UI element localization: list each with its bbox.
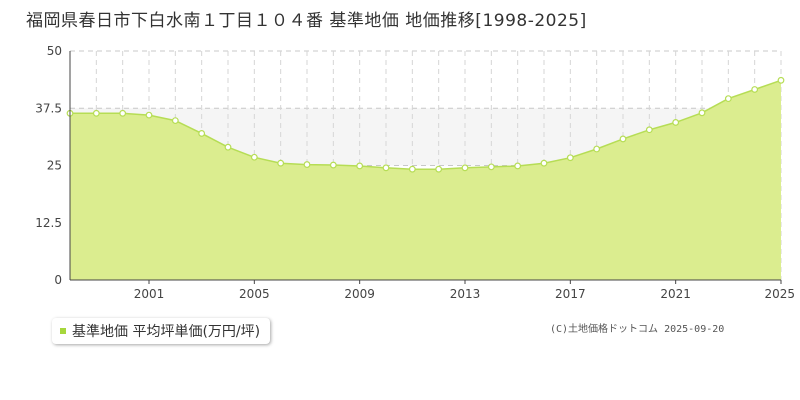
data-point — [672, 119, 680, 126]
y-tick-label: 25 — [47, 159, 62, 173]
y-tick-label: 50 — [47, 44, 62, 58]
data-point — [487, 163, 495, 171]
area-fill — [70, 80, 781, 280]
data-point — [461, 164, 469, 172]
data-point — [171, 117, 179, 125]
x-tick-label: 2021 — [660, 287, 691, 301]
data-point — [698, 109, 706, 117]
data-point — [145, 111, 153, 119]
legend-swatch — [60, 328, 66, 334]
legend[interactable]: 基準地価 平均坪単価(万円/坪) — [52, 318, 271, 344]
data-point — [408, 165, 416, 173]
x-tick-label: 2017 — [555, 287, 586, 301]
data-point — [92, 109, 100, 117]
x-tick-label: 2025 — [764, 287, 795, 301]
data-point — [514, 162, 522, 170]
data-point — [777, 76, 785, 84]
data-point — [356, 162, 364, 170]
data-point — [619, 135, 627, 143]
x-tick-label: 2009 — [344, 287, 375, 301]
y-tick-label: 0 — [54, 273, 62, 287]
y-tick-label: 37.5 — [35, 101, 62, 115]
data-point — [566, 154, 574, 162]
data-point — [329, 161, 337, 169]
data-point — [250, 153, 258, 161]
data-point — [277, 159, 285, 167]
series-line — [70, 79, 782, 170]
data-point — [540, 159, 548, 167]
chart-title: 福岡県春日市下白水南１丁目１０４番 基準地価 地価推移[1998-2025] — [26, 11, 587, 31]
legend-label: 基準地価 平均坪単価(万円/坪) — [72, 324, 261, 340]
data-point — [303, 161, 311, 168]
data-point — [198, 130, 206, 137]
data-point — [382, 164, 390, 172]
y-tick-label: 12.5 — [35, 216, 62, 230]
data-point — [724, 95, 732, 103]
x-tick-label: 2005 — [239, 287, 270, 301]
data-point — [224, 143, 232, 151]
x-tick-label: 2013 — [450, 287, 481, 301]
data-point — [435, 165, 443, 173]
copyright-text: (C)土地価格ドットコム 2025-09-20 — [550, 324, 725, 335]
data-point — [119, 109, 127, 117]
data-point — [751, 86, 759, 93]
x-tick-label: 2001 — [134, 287, 165, 301]
data-point — [593, 145, 601, 153]
data-point — [645, 126, 653, 134]
